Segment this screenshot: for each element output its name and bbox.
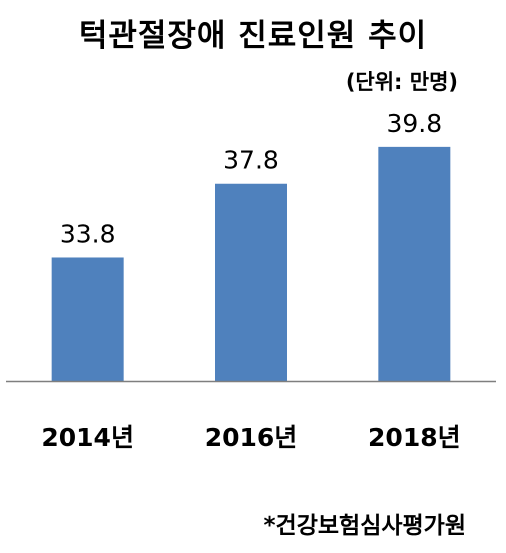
chart-title: 턱관절장애 진료인원 추이 [78, 18, 428, 54]
data-label-1: 37.8 [223, 146, 279, 175]
bar-2 [378, 146, 451, 381]
data-label-2: 39.8 [386, 109, 442, 138]
x-tick-label-1: 2016년 [205, 423, 298, 452]
source-note: *건강보험심사평가원 [263, 513, 466, 539]
x-tick-label-2: 2018년 [368, 423, 461, 452]
unit-label: (단위: 만명) [345, 70, 458, 94]
data-label-0: 33.8 [60, 219, 116, 248]
bar-0 [51, 257, 124, 381]
x-tick-label-0: 2014년 [41, 423, 134, 452]
bar-1 [215, 183, 287, 381]
